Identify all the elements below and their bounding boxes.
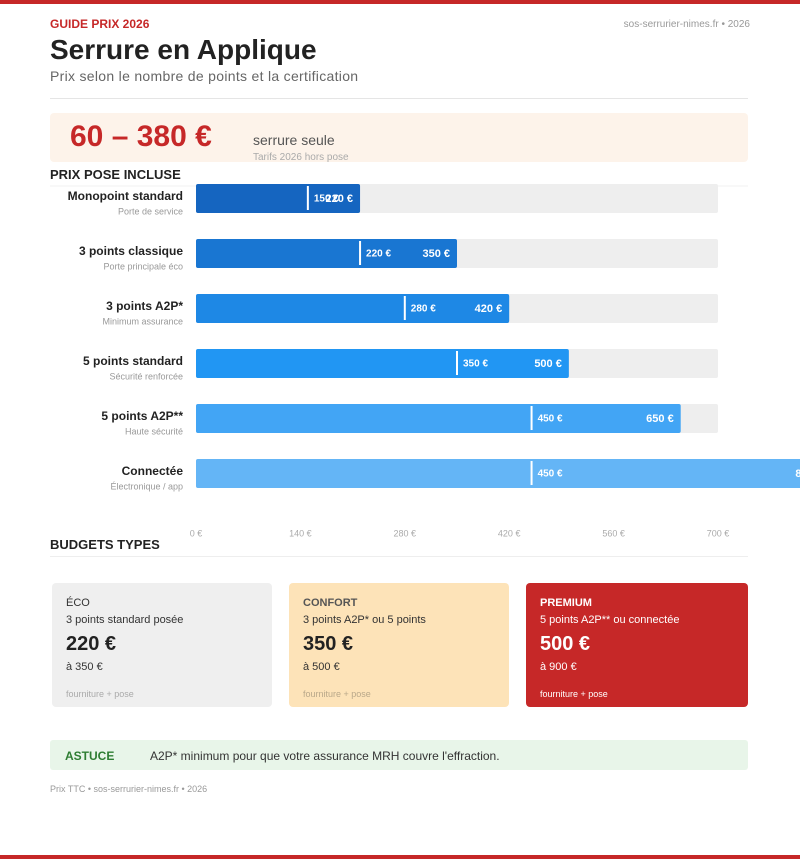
price-range: 60 – 380 €: [70, 120, 212, 153]
card-tag: CONFORT: [303, 597, 358, 609]
category-note: Porte de service: [118, 206, 183, 216]
highlight-box: [50, 113, 748, 162]
card-upto: à 500 €: [303, 661, 340, 673]
category-label: 3 points A2P*: [106, 299, 183, 313]
footer: Prix TTC • sos-serrurier-nimes.fr • 2026: [50, 784, 208, 794]
tip-label: ASTUCE: [65, 749, 115, 763]
category-note: Haute sécurité: [125, 426, 183, 436]
card-tag: PREMIUM: [540, 597, 592, 609]
category-note: Porte principale éco: [103, 261, 183, 271]
tip-text: A2P* minimum pour que votre assurance MR…: [150, 749, 500, 763]
low-label: 280 €: [411, 304, 436, 315]
site: sos-serrurier-nimes.fr • 2026: [623, 19, 750, 30]
card-price: 220 €: [66, 633, 117, 655]
category-note: Électronique / app: [110, 481, 183, 491]
chart: 0 € 140 € 280 € 420 € 560 € 700 € Monopoint st…: [50, 184, 800, 538]
budget-card: ÉCO 3 points standard posée 220 € à 350 …: [52, 583, 272, 707]
x-tick-label: 560 €: [602, 528, 625, 538]
category-label: Monopoint standard: [68, 189, 183, 203]
bar: [196, 459, 800, 488]
high-label: 650 €: [646, 413, 674, 425]
card-desc: 3 points standard posée: [66, 614, 184, 626]
budget-card: PREMIUM 5 points A2P** ou connectée 500 …: [526, 583, 748, 707]
bar: [196, 184, 361, 213]
card-desc: 3 points A2P* ou 5 points: [303, 614, 426, 626]
bar: [196, 404, 681, 433]
x-tick-label: 0 €: [190, 528, 203, 538]
x-tick-label: 420 €: [498, 528, 521, 538]
bar: [196, 294, 510, 323]
bottom-bar: [0, 855, 800, 859]
low-label: 350 €: [463, 359, 488, 370]
high-label: 420 €: [475, 303, 503, 315]
card-upto: à 900 €: [540, 661, 577, 673]
bar: [196, 239, 457, 268]
low-label: 450 €: [538, 414, 563, 425]
kicker: GUIDE PRIX 2026: [50, 17, 150, 31]
card-price: 350 €: [303, 633, 354, 655]
category-label: 5 points standard: [83, 354, 183, 368]
high-label: 850 €: [795, 468, 800, 480]
card-note: fourniture + pose: [66, 689, 134, 699]
card-note: fourniture + pose: [303, 689, 371, 699]
budget-card: CONFORT 3 points A2P* ou 5 points 350 € …: [289, 583, 509, 707]
category-note: Minimum assurance: [102, 316, 183, 326]
low-label: 150 €: [314, 194, 339, 205]
card-tag: ÉCO: [66, 597, 90, 609]
x-tick-label: 140 €: [289, 528, 312, 538]
high-label: 350 €: [422, 248, 450, 260]
low-label: 450 €: [538, 469, 563, 480]
card-price: 500 €: [540, 633, 591, 655]
top-bar: [0, 0, 800, 4]
range-note: Tarifs 2026 hors pose: [253, 152, 349, 163]
tip-box: [50, 740, 748, 770]
x-tick-label: 280 €: [394, 528, 417, 538]
high-label: 220 €: [326, 193, 354, 205]
range-label: serrure seule: [253, 132, 335, 148]
low-label: 220 €: [366, 249, 391, 260]
card-note: fourniture + pose: [540, 689, 608, 699]
card-desc: 5 points A2P** ou connectée: [540, 614, 680, 626]
bar: [196, 349, 569, 378]
divider: [50, 556, 748, 557]
subtitle: Prix selon le nombre de points et la cer…: [50, 68, 359, 84]
category-label: Connectée: [122, 464, 184, 478]
title: Serrure en Applique: [50, 34, 317, 65]
category-label: 3 points classique: [79, 244, 183, 258]
x-tick-label: 700 €: [707, 528, 730, 538]
category-label: 5 points A2P**: [101, 409, 183, 423]
chart-title: PRIX POSE INCLUSE: [50, 167, 181, 182]
divider: [50, 98, 748, 99]
high-label: 500 €: [534, 358, 562, 370]
card-upto: à 350 €: [66, 661, 103, 673]
category-note: Sécurité renforcée: [109, 371, 183, 381]
budgets-title: BUDGETS TYPES: [50, 537, 160, 552]
